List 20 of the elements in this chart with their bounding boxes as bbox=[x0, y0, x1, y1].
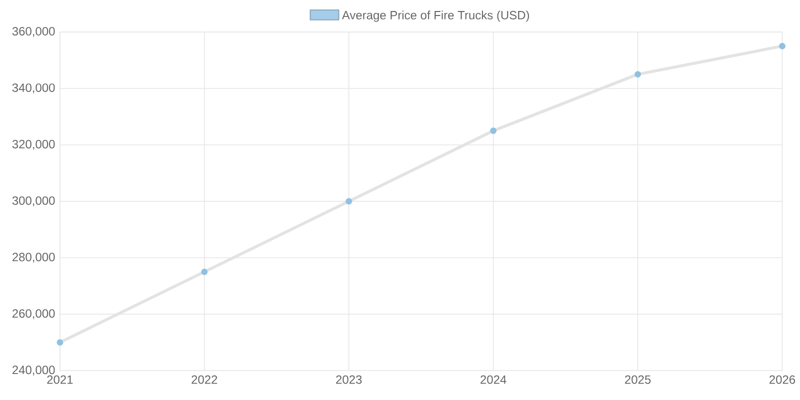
point bbox=[779, 43, 786, 50]
y-tick-label: 300,000 bbox=[12, 196, 55, 206]
y-tick-label: 320,000 bbox=[12, 140, 55, 150]
y-tick-label: 340,000 bbox=[12, 84, 55, 94]
point bbox=[634, 71, 641, 78]
point bbox=[56, 339, 64, 346]
point bbox=[490, 128, 497, 134]
x-tick-label: 2022 bbox=[192, 376, 218, 384]
point bbox=[346, 198, 352, 205]
x-tick-label: 2025 bbox=[625, 376, 651, 384]
x-tick-label: 2021 bbox=[47, 376, 73, 384]
y-tick-label: 240,000 bbox=[12, 366, 55, 376]
x-tick-label: 2026 bbox=[770, 376, 796, 384]
y-tick-label: 360,000 bbox=[12, 27, 55, 38]
text: Average Price of Fire Trucks (USD) bbox=[342, 10, 530, 22]
y-tick-label: 280,000 bbox=[12, 252, 55, 263]
point bbox=[201, 268, 208, 276]
y-tick-label: 260,000 bbox=[12, 309, 55, 320]
x-tick-label: 2023 bbox=[336, 376, 362, 384]
x-tick-label: 2024 bbox=[480, 376, 506, 384]
